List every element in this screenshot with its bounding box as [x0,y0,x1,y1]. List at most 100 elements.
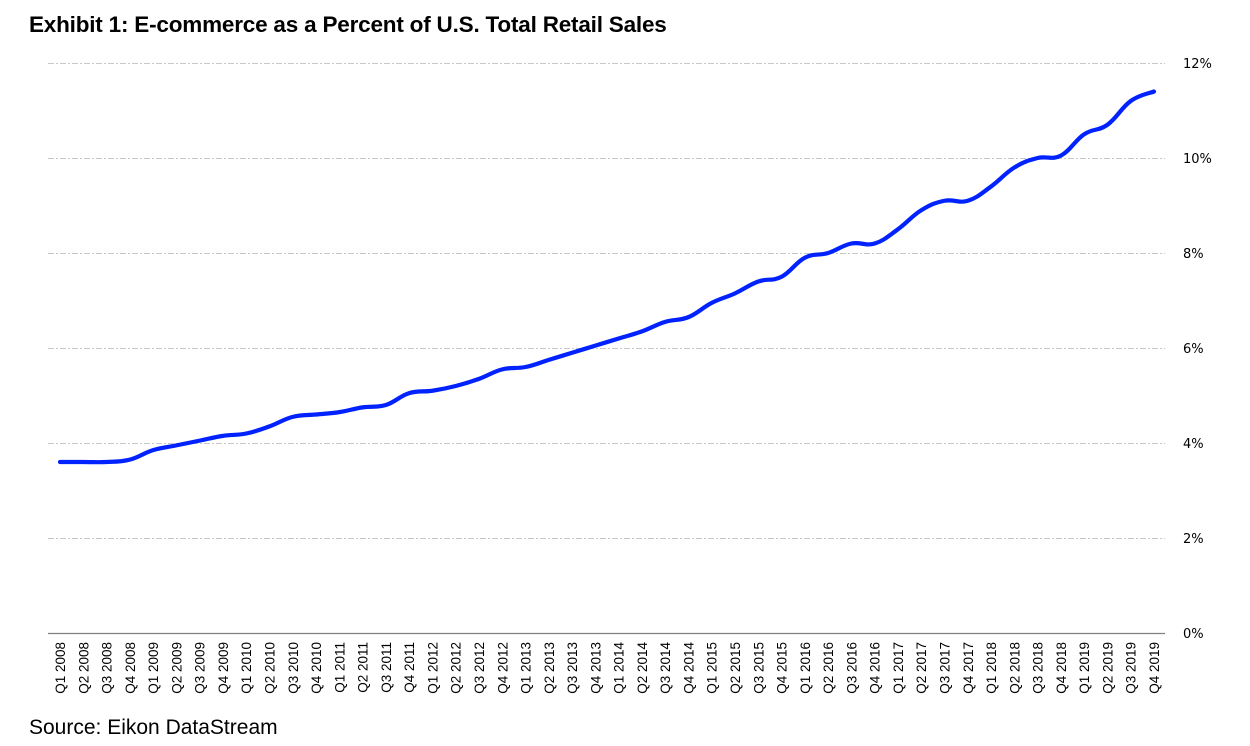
x-tick-label: Q4 2017 [961,642,976,694]
x-tick-label: Q1 2009 [146,642,161,694]
data-point [314,413,318,417]
y-tick-label: 2% [1183,532,1204,547]
data-point [1082,132,1086,136]
chart-source-note: Source: Eikon DataStream [29,716,278,739]
x-tick-label: Q3 2010 [286,642,301,694]
data-point [81,460,85,464]
x-tick-label: Q2 2013 [542,642,557,694]
x-tick-label: Q4 2010 [309,642,324,694]
y-tick-label: 12% [1183,57,1212,72]
x-tick-label: Q4 2014 [681,642,696,694]
x-tick-label: Q1 2018 [984,642,999,694]
x-tick-label: Q2 2019 [1100,642,1115,694]
data-point [105,460,109,464]
y-tick-label: 4% [1183,437,1204,452]
x-tick-label: Q4 2011 [402,642,417,693]
data-point [919,208,923,212]
x-tick-label: Q2 2015 [728,642,743,694]
data-point [407,391,411,395]
data-point [1036,156,1040,160]
x-tick-label: Q3 2014 [658,642,673,694]
data-point [686,315,690,319]
data-point [547,358,551,362]
data-point [500,367,504,371]
data-point [128,458,132,462]
x-tick-label: Q2 2018 [1007,642,1022,694]
x-tick-label: Q2 2011 [356,642,371,693]
x-tick-label: Q2 2017 [914,642,929,694]
x-tick-label: Q2 2008 [76,642,91,694]
x-tick-label: Q2 2009 [169,642,184,694]
chart-title: Exhibit 1: E-commerce as a Percent of U.… [29,12,667,37]
x-tick-label: Q3 2015 [751,642,766,694]
x-tick-label: Q1 2012 [425,642,440,694]
x-tick-label: Q1 2010 [239,642,254,694]
x-tick-label: Q4 2015 [775,642,790,694]
x-tick-label: Q3 2018 [1031,642,1046,694]
x-tick-label: Q3 2019 [1124,642,1139,694]
y-tick-label: 10% [1183,152,1212,167]
data-point [198,439,202,443]
x-tick-label: Q1 2016 [798,642,813,694]
x-tick-label: Q1 2014 [612,642,627,694]
data-point [780,275,784,279]
data-point [1059,154,1063,158]
data-point [361,405,365,409]
x-tick-label: Q4 2008 [123,642,138,694]
x-tick-label: Q4 2019 [1147,642,1162,694]
x-tick-label: Q1 2017 [891,642,906,694]
series-layer [57,89,1157,465]
gridlines [48,63,1165,539]
x-tick-label: Q3 2009 [193,642,208,694]
data-point [151,448,155,452]
data-point [873,242,877,246]
x-tick-label: Q2 2016 [821,642,836,694]
data-point [989,185,993,189]
data-point [430,389,434,393]
x-tick-label: Q1 2019 [1077,642,1092,694]
data-point [733,291,737,295]
data-point [943,199,947,203]
data-point [593,344,597,348]
data-point [640,329,644,333]
data-point [244,432,248,436]
x-tick-label: Q3 2016 [844,642,859,694]
data-point [570,351,574,355]
data-point [803,256,807,260]
x-axis-tick-labels: Q1 2008 Q2 2008 Q3 2008 Q4 2008 Q1 2009 Q2 20… [53,642,1162,694]
x-tick-label: Q4 2013 [588,642,603,694]
x-tick-label: Q4 2012 [495,642,510,694]
data-point [221,434,225,438]
x-tick-label: Q2 2012 [449,642,464,694]
y-tick-label: 0% [1183,627,1204,642]
x-tick-label: Q3 2008 [100,642,115,694]
series-line-ecommerce-share [57,89,1157,465]
y-tick-label: 6% [1183,342,1204,357]
y-tick-label: 8% [1183,247,1204,262]
data-point [756,280,760,284]
data-point [384,403,388,407]
x-tick-label: Q2 2014 [635,642,650,694]
data-point [1129,99,1133,103]
data-point [896,227,900,231]
x-tick-label: Q4 2009 [216,642,231,694]
y-axis-tick-labels: 0% 2% 4% 6% 8% 10% 12% [1183,57,1212,642]
data-point [849,242,853,246]
data-point [710,301,714,305]
data-point [477,377,481,381]
x-tick-label: Q4 2018 [1054,642,1069,694]
x-tick-label: Q4 2016 [868,642,883,694]
x-tick-label: Q2 2010 [262,642,277,694]
data-point [267,424,271,428]
x-tick-label: Q3 2011 [379,642,394,693]
data-point [58,460,62,464]
data-point [454,384,458,388]
data-point [291,415,295,419]
x-tick-label: Q3 2013 [565,642,580,694]
data-point [826,251,830,255]
data-point [1152,90,1156,94]
x-tick-label: Q3 2012 [472,642,487,694]
data-point [1105,123,1109,127]
x-tick-label: Q1 2008 [53,642,68,694]
x-tick-label: Q1 2015 [705,642,720,694]
